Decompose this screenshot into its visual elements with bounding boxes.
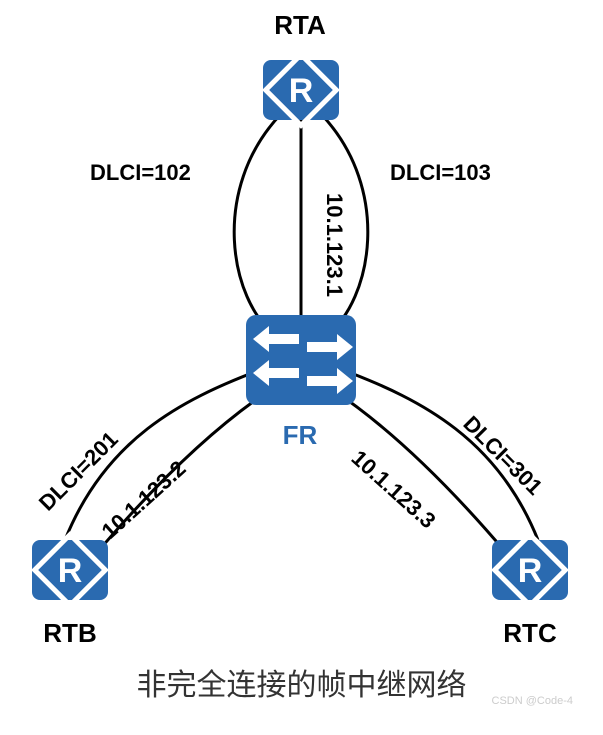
link-rta-fr-left	[234, 115, 280, 335]
label-ip-rta: 10.1.123.1	[322, 193, 347, 297]
router-rta-icon	[263, 55, 339, 126]
label-rtb: RTB	[40, 618, 100, 649]
watermark: CSDN @Code-4	[492, 695, 573, 707]
router-rtc-icon	[492, 535, 568, 606]
label-dlci-103: DLCI=103	[390, 160, 491, 185]
router-rtb-icon	[32, 535, 108, 606]
label-ip-rtb: 10.1.123.2	[97, 456, 191, 544]
label-dlci-301: DLCI=301	[458, 411, 547, 500]
label-dlci-102: DLCI=102	[90, 160, 191, 185]
label-dlci-201: DLCI=201	[34, 427, 123, 516]
label-rta: RTA	[270, 10, 330, 41]
switch-fr-icon	[246, 315, 356, 405]
label-fr: FR	[275, 420, 325, 451]
label-ip-rtc: 10.1.123.3	[347, 445, 441, 533]
label-rtc: RTC	[500, 618, 560, 649]
